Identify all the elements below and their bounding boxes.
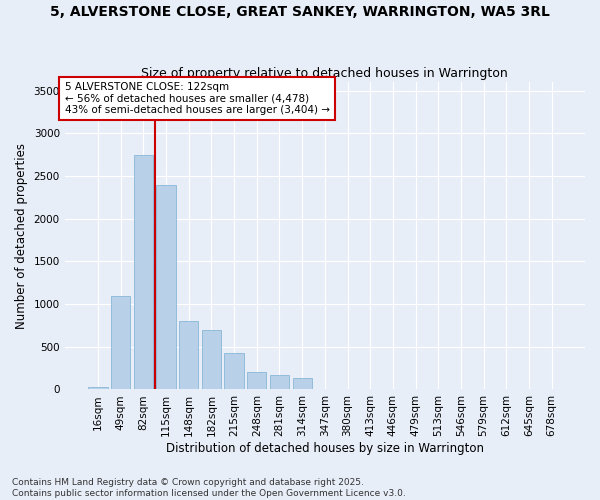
Text: 5, ALVERSTONE CLOSE, GREAT SANKEY, WARRINGTON, WA5 3RL: 5, ALVERSTONE CLOSE, GREAT SANKEY, WARRI… (50, 5, 550, 19)
Bar (247, 372, 266, 390)
Text: 5 ALVERSTONE CLOSE: 122sqm
← 56% of detached houses are smaller (4,478)
43% of s: 5 ALVERSTONE CLOSE: 122sqm ← 56% of deta… (65, 82, 329, 116)
Bar (224, 352, 244, 390)
Bar (202, 330, 221, 390)
Bar (293, 378, 312, 390)
Bar (179, 321, 199, 390)
Bar (111, 296, 130, 390)
Title: Size of property relative to detached houses in Warrington: Size of property relative to detached ho… (142, 66, 508, 80)
X-axis label: Distribution of detached houses by size in Warrington: Distribution of detached houses by size … (166, 442, 484, 455)
Text: Contains HM Land Registry data © Crown copyright and database right 2025.
Contai: Contains HM Land Registry data © Crown c… (12, 478, 406, 498)
Y-axis label: Number of detached properties: Number of detached properties (15, 143, 28, 329)
Bar (134, 154, 153, 390)
Bar (270, 375, 289, 390)
Bar (88, 387, 107, 390)
Bar (157, 184, 176, 390)
Bar (383, 388, 403, 390)
